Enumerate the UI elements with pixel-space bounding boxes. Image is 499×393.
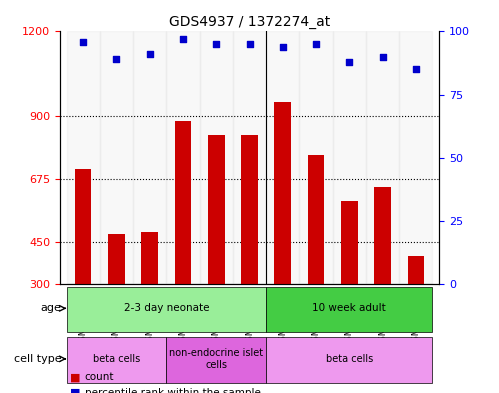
Text: 2-3 day neonate: 2-3 day neonate — [124, 303, 209, 313]
Bar — [175, 121, 191, 368]
Point — [79, 39, 87, 45]
Text: cell type: cell type — [14, 354, 61, 364]
Text: ■: ■ — [70, 388, 80, 393]
Bar — [333, 31, 366, 284]
Point — [312, 41, 320, 47]
Point — [412, 66, 420, 72]
Point — [112, 56, 120, 62]
Text: 10 week adult: 10 week adult — [312, 303, 386, 313]
Text: beta cells: beta cells — [326, 354, 373, 364]
Bar — [108, 233, 125, 368]
Bar — [308, 155, 324, 368]
Bar — [200, 31, 233, 284]
Text: count: count — [85, 372, 114, 382]
Title: GDS4937 / 1372274_at: GDS4937 / 1372274_at — [169, 15, 330, 29]
Bar — [299, 31, 333, 284]
Bar — [75, 169, 91, 368]
FancyBboxPatch shape — [266, 337, 433, 383]
Bar — [66, 31, 100, 284]
Text: age: age — [40, 303, 61, 313]
Bar — [133, 31, 166, 284]
Bar — [341, 201, 358, 368]
Point — [179, 36, 187, 42]
Bar — [100, 31, 133, 284]
Bar — [166, 31, 200, 284]
Text: ■: ■ — [70, 372, 80, 382]
FancyBboxPatch shape — [66, 337, 166, 383]
Bar — [141, 232, 158, 368]
Text: percentile rank within the sample: percentile rank within the sample — [85, 388, 260, 393]
Point — [246, 41, 253, 47]
Point — [379, 53, 387, 60]
Bar — [408, 256, 424, 368]
FancyBboxPatch shape — [266, 286, 433, 332]
FancyBboxPatch shape — [66, 286, 266, 332]
Point — [212, 41, 220, 47]
Point — [345, 59, 353, 65]
Bar — [266, 31, 299, 284]
Bar — [274, 102, 291, 368]
Text: beta cells: beta cells — [93, 354, 140, 364]
Text: non-endocrine islet
cells: non-endocrine islet cells — [169, 348, 263, 370]
FancyBboxPatch shape — [166, 337, 266, 383]
Bar — [366, 31, 399, 284]
Point — [146, 51, 154, 57]
Bar — [241, 135, 258, 368]
Point — [279, 44, 287, 50]
Bar — [374, 187, 391, 368]
Bar — [233, 31, 266, 284]
Bar — [399, 31, 433, 284]
Bar — [208, 135, 225, 368]
